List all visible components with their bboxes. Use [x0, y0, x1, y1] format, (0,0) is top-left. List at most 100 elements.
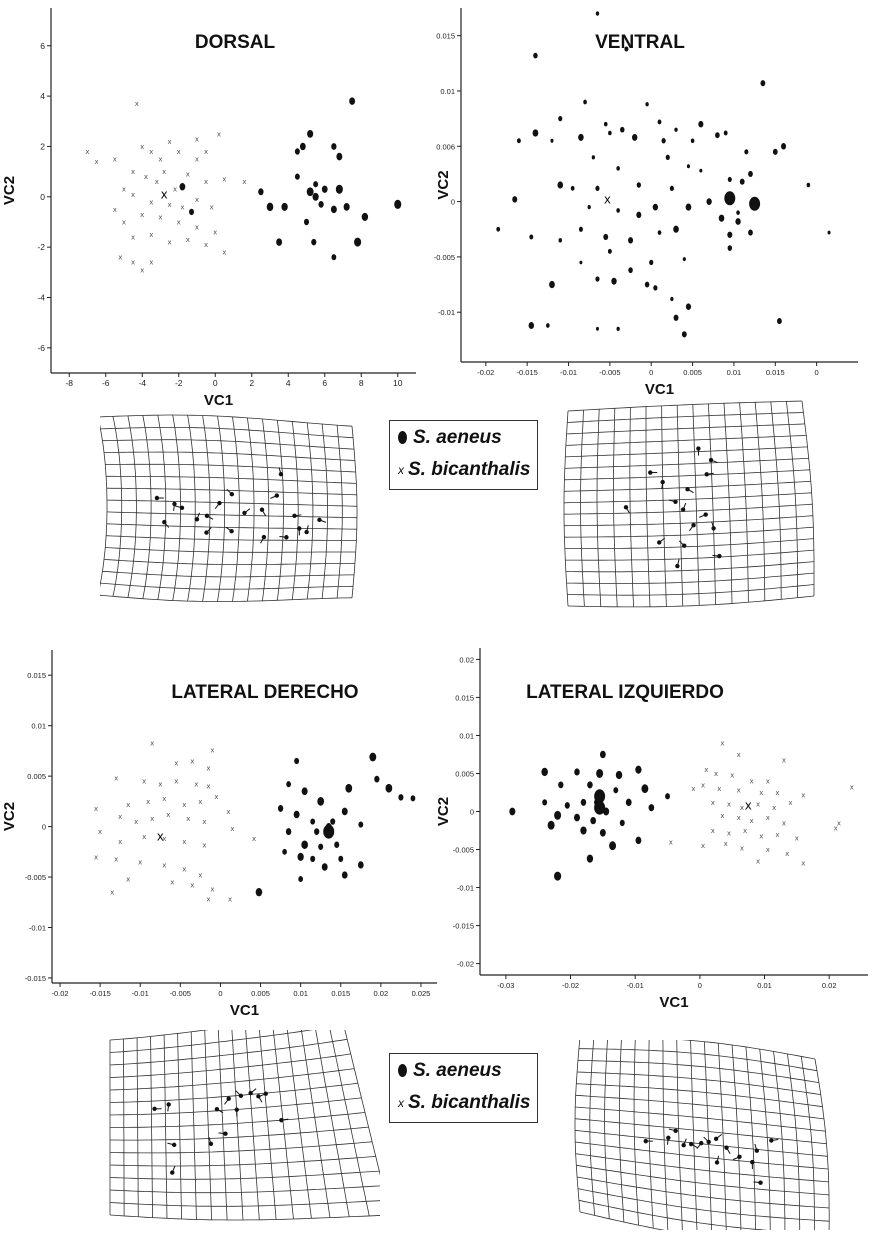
aeneus-point — [276, 238, 282, 246]
deformation-grid-dorsal — [100, 410, 370, 610]
landmark-point — [279, 472, 283, 476]
aeneus-point — [662, 138, 666, 143]
bicanthalis-point: x — [158, 213, 162, 221]
aeneus-point — [298, 853, 304, 861]
bicanthalis-point: x — [210, 746, 214, 754]
aeneus-point — [331, 206, 337, 214]
landmark-point — [715, 1160, 719, 1164]
bicanthalis-point: x — [206, 783, 210, 791]
grid-line — [575, 1119, 827, 1144]
grid-line — [110, 1156, 376, 1166]
aeneus-point — [301, 840, 308, 849]
bicanthalis-point: x — [158, 781, 162, 789]
bicanthalis-point: x — [252, 835, 256, 843]
aeneus-point — [626, 799, 632, 806]
grid-line — [352, 426, 357, 598]
landmark-point — [648, 470, 652, 474]
grid-line — [577, 1177, 829, 1208]
grid-line — [568, 401, 802, 411]
aeneus-point — [603, 234, 608, 240]
aeneus-point — [342, 871, 348, 878]
bicanthalis-point: x — [168, 239, 172, 247]
bicanthalis-point: x — [177, 218, 181, 226]
grid-line — [292, 422, 298, 600]
bicanthalis-point: x — [149, 198, 153, 206]
aeneus-point — [542, 799, 547, 805]
deformation-grid-lateral-izquierdo — [570, 1040, 840, 1230]
grid-line — [579, 1049, 817, 1071]
bicanthalis-point: x — [737, 787, 741, 795]
bicanthalis-point: x — [775, 789, 779, 797]
aeneus-point — [533, 53, 537, 59]
y-tick-label: 0 — [42, 823, 46, 832]
bicanthalis-point: x — [173, 186, 177, 194]
bicanthalis-point: x — [85, 148, 89, 156]
bicanthalis-point: x — [704, 766, 708, 774]
landmark-point — [714, 1137, 718, 1141]
x-tick-label: 0.02 — [822, 981, 837, 990]
aeneus-point — [294, 811, 300, 819]
aeneus-point — [620, 127, 624, 133]
grid-line — [100, 595, 352, 602]
landmark-point — [660, 480, 664, 484]
y-tick-label: 0.005 — [455, 769, 474, 778]
landmark-point — [769, 1138, 773, 1142]
bicanthalis-point: x — [190, 758, 194, 766]
grid-line — [104, 559, 355, 564]
aeneus-point — [609, 841, 616, 850]
grid-line — [576, 1165, 829, 1195]
aeneus-point — [267, 203, 274, 211]
x-tick-label: -0.015 — [517, 368, 538, 377]
landmark-point — [644, 1139, 648, 1143]
aeneus-point — [645, 282, 650, 288]
grid-line — [107, 524, 357, 529]
bicanthalis-point: x — [149, 148, 153, 156]
bicanthalis-point: x — [177, 148, 181, 156]
bicanthalis-point: x — [140, 266, 144, 274]
grid-line — [110, 1215, 380, 1220]
deformation-grid-ventral — [560, 400, 830, 610]
y-axis-label: VC2 — [435, 170, 452, 199]
aeneus-point — [728, 177, 732, 182]
aeneus-point — [636, 212, 641, 219]
aeneus-point — [318, 201, 323, 208]
bicanthalis-point: x — [850, 784, 854, 792]
bicanthalis-point: x — [195, 135, 199, 143]
grid-line — [110, 1039, 347, 1065]
aeneus-point — [760, 80, 765, 86]
landmark-point — [242, 511, 246, 515]
bicanthalis-point: x — [110, 889, 114, 897]
aeneus-point — [604, 122, 608, 127]
landmark-point — [711, 526, 715, 530]
grid-line — [590, 1040, 595, 1215]
grid-line — [124, 1039, 125, 1216]
x-tick-label: -4 — [138, 378, 146, 388]
landmark-point — [673, 1129, 677, 1133]
bicanthalis-point: x — [720, 740, 724, 748]
bicanthalis-point: x — [174, 760, 178, 768]
x-marker-icon: x — [398, 463, 404, 477]
grid-line — [614, 408, 618, 607]
x-tick-label: 0 — [698, 981, 702, 990]
landmark-point — [248, 1091, 252, 1095]
x-tick-label: 8 — [359, 378, 364, 388]
bicanthalis-point: x — [195, 156, 199, 164]
landmark-point — [260, 508, 264, 512]
x-tick-label: -0.02 — [562, 981, 579, 990]
dot-marker-icon — [398, 1064, 407, 1077]
aeneus-point — [611, 278, 616, 285]
aeneus-point — [665, 793, 670, 799]
bicanthalis-point: x — [94, 853, 98, 861]
x-tick-label: 0.01 — [727, 368, 742, 377]
bicanthalis-point: x — [743, 827, 747, 835]
grid-line — [576, 1084, 822, 1107]
grid-line — [565, 550, 814, 560]
aeneus-point — [781, 143, 786, 149]
aeneus-point — [385, 784, 392, 793]
grid-line — [755, 402, 765, 601]
